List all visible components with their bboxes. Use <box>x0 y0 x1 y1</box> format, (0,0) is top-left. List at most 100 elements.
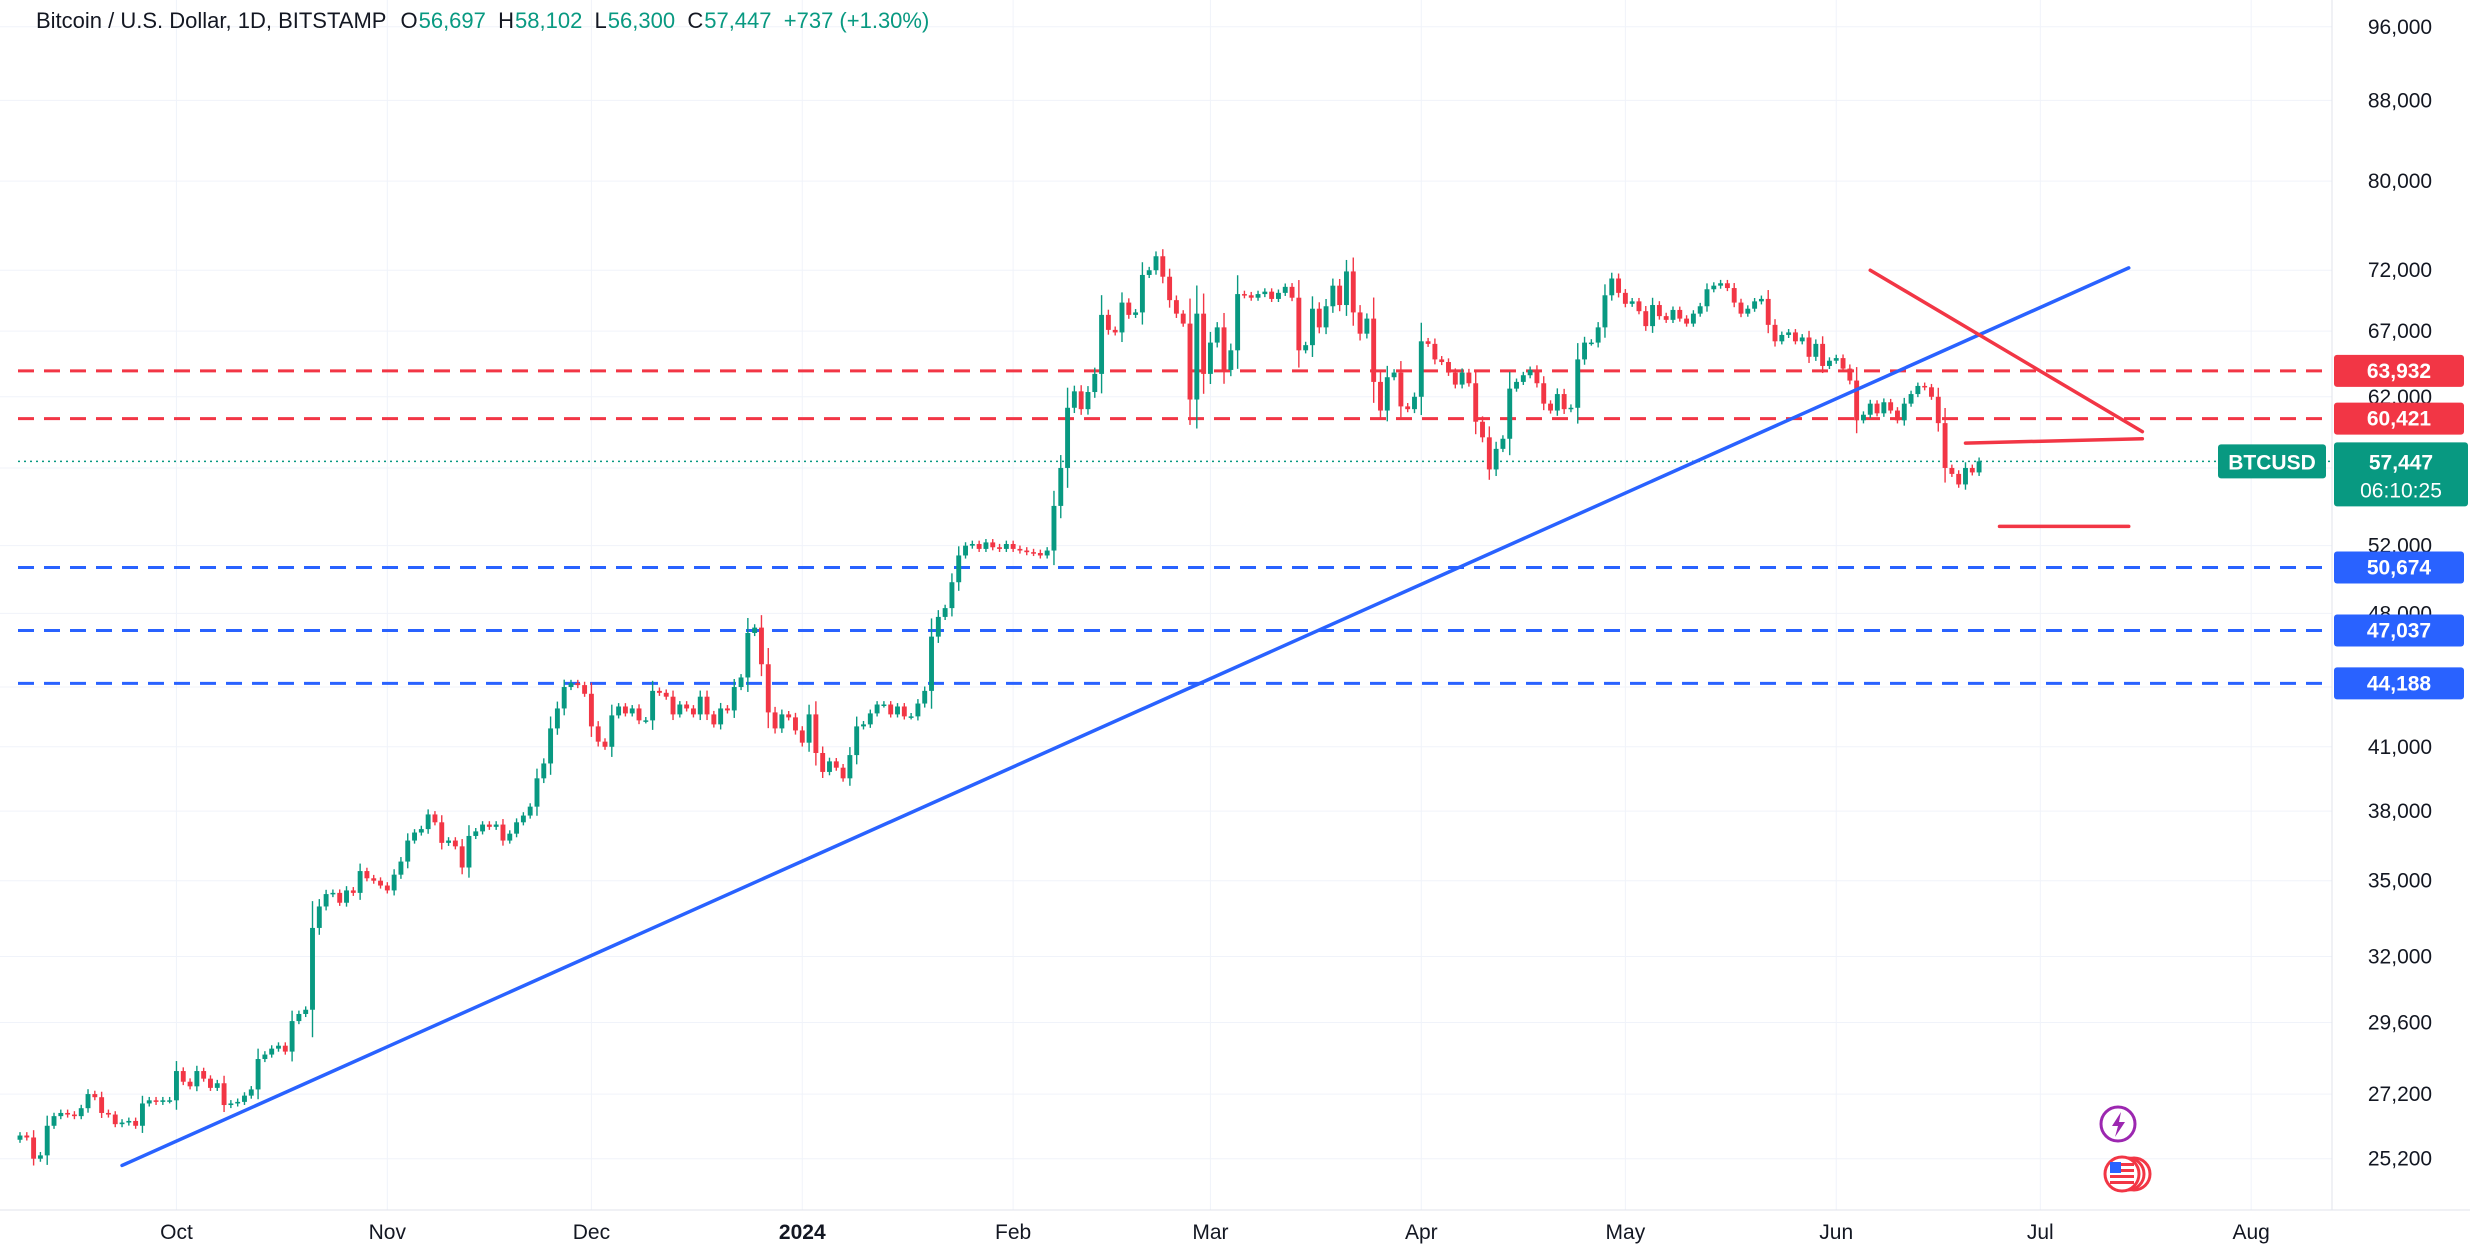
low-value: 56,300 <box>607 8 676 33</box>
candle <box>908 712 914 720</box>
change-value: +737 (+1.30%) <box>783 8 930 33</box>
symbol-title[interactable]: Bitcoin / U.S. Dollar, 1D, BITSTAMP <box>36 8 387 33</box>
candle <box>1228 343 1234 377</box>
candle <box>1187 298 1193 425</box>
candle <box>65 1109 71 1118</box>
candle <box>323 889 329 911</box>
ohlc-values: O56,697 H58,102 L56,300 C57,447 +737 (+1… <box>400 8 929 34</box>
svg-text:57,447: 57,447 <box>2369 451 2433 474</box>
candle <box>786 711 792 721</box>
candle <box>1146 266 1152 279</box>
candle <box>1112 326 1118 336</box>
candle <box>228 1100 234 1109</box>
candle <box>901 703 907 720</box>
candle <box>139 1095 145 1133</box>
svg-text:63,932: 63,932 <box>2367 360 2431 383</box>
blue-trendline[interactable] <box>120 266 2131 1168</box>
candle <box>1684 315 1690 327</box>
candle <box>262 1051 268 1063</box>
candle <box>337 889 343 906</box>
candles <box>17 249 1982 1166</box>
candle <box>1378 372 1383 420</box>
candle <box>99 1091 105 1118</box>
candle <box>745 617 751 692</box>
price-tick-label: 80,000 <box>2368 170 2432 193</box>
candle <box>1024 547 1030 556</box>
candle <box>180 1067 186 1086</box>
ticker-tag[interactable]: BTCUSD <box>2218 444 2326 479</box>
candle <box>92 1090 98 1101</box>
candle <box>405 833 411 869</box>
candle <box>1616 273 1622 298</box>
open-value: 56,697 <box>418 8 486 33</box>
price-tick-label: 88,000 <box>2368 89 2432 112</box>
candle <box>1058 455 1064 519</box>
candle <box>677 701 683 718</box>
candle <box>126 1117 132 1126</box>
candle <box>1520 371 1526 385</box>
candle <box>1561 388 1567 414</box>
time-tick-label: Apr <box>1405 1221 1438 1244</box>
candle <box>78 1104 84 1120</box>
candle <box>1915 382 1921 398</box>
red-trendline[interactable] <box>1963 437 2145 445</box>
candle <box>146 1096 152 1107</box>
candle <box>1384 365 1390 422</box>
candle <box>1622 289 1628 308</box>
candle <box>520 812 526 826</box>
candle <box>1942 407 1948 483</box>
candle <box>1922 382 1928 391</box>
trendlines <box>120 266 2145 1168</box>
candle <box>833 758 839 771</box>
red-trendline[interactable] <box>1868 268 2145 434</box>
candle <box>541 758 547 784</box>
candle <box>1786 329 1792 339</box>
candle <box>1105 309 1111 335</box>
candle <box>1459 368 1465 389</box>
candle <box>1799 334 1805 345</box>
price-tick-label: 35,000 <box>2368 870 2432 893</box>
candle <box>112 1111 118 1128</box>
candle <box>221 1075 227 1113</box>
candle <box>1493 441 1499 477</box>
candle <box>1663 312 1669 323</box>
svg-text:60,421: 60,421 <box>2367 408 2432 431</box>
candle <box>690 705 696 718</box>
candle <box>1126 298 1132 319</box>
candle <box>1275 289 1281 303</box>
candle <box>575 679 581 689</box>
candle <box>1895 407 1900 424</box>
us-flag-icon[interactable] <box>2103 1155 2152 1193</box>
candle <box>1670 306 1676 324</box>
candle <box>1282 283 1288 296</box>
candle <box>1235 275 1241 369</box>
candle <box>208 1075 213 1091</box>
price-tick-label: 27,200 <box>2368 1083 2432 1106</box>
candle <box>534 768 540 816</box>
candle <box>466 825 472 878</box>
candle <box>1650 297 1656 333</box>
candle <box>296 1010 302 1025</box>
current-price-tag[interactable]: 57,447 06:10:25 <box>2334 442 2468 507</box>
candle <box>602 738 608 750</box>
candle <box>1718 279 1724 289</box>
candle <box>1963 462 1968 490</box>
time-axis[interactable]: Oct Nov Dec 2024 Feb Mar Apr May Jun Jul Aug <box>160 1221 2270 1244</box>
candle <box>697 690 703 721</box>
candle <box>983 539 989 552</box>
candle <box>847 747 853 786</box>
candle <box>446 837 451 846</box>
lightning-icon[interactable] <box>2099 1105 2137 1143</box>
candle <box>1425 337 1431 347</box>
price-axis[interactable]: 25,200 27,200 29,600 32,000 35,000 38,000 41,0… <box>2368 16 2432 1171</box>
candle <box>350 887 356 896</box>
candle <box>1344 259 1349 316</box>
candle <box>119 1119 125 1128</box>
candle <box>738 674 744 691</box>
candle <box>929 618 934 709</box>
candle <box>582 681 588 697</box>
time-tick-label: Feb <box>995 1221 1031 1244</box>
price-tick-label: 41,000 <box>2368 736 2432 759</box>
candle <box>915 699 921 721</box>
